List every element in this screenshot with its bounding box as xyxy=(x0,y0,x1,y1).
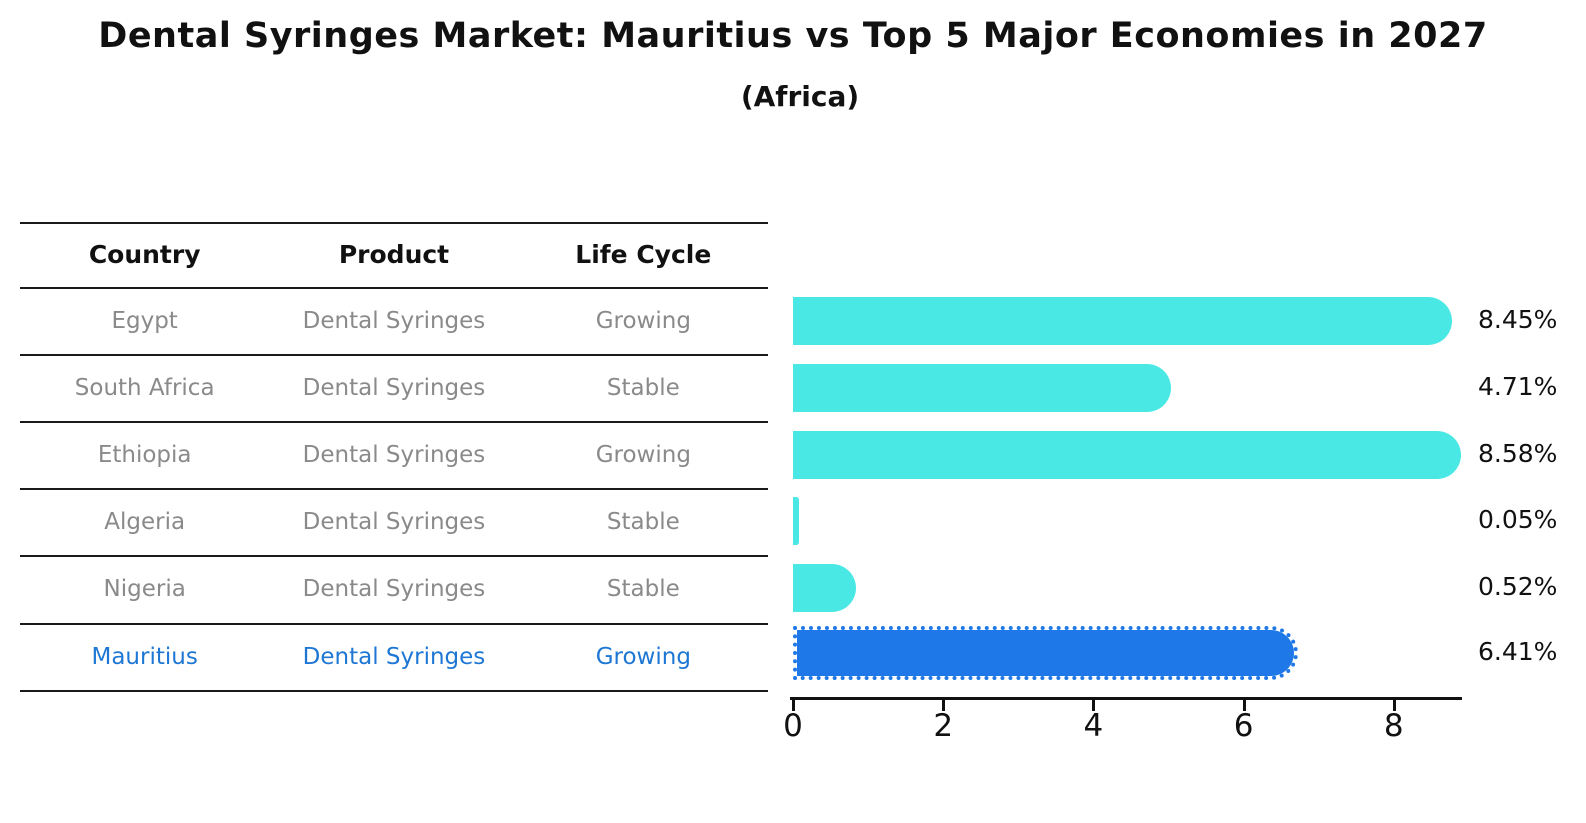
table-row-algeria: Algeria Dental Syringes Stable xyxy=(20,488,768,555)
chart-title: Dental Syringes Market: Mauritius vs Top… xyxy=(98,16,1488,56)
bar-nigeria xyxy=(793,564,856,612)
bar-egypt xyxy=(793,297,1452,345)
product-cell: Dental Syringes xyxy=(302,374,486,401)
life-cycle-cell: Growing xyxy=(595,307,691,334)
bar-south-africa xyxy=(793,364,1171,412)
x-axis-tick-label: 4 xyxy=(1083,708,1104,744)
x-axis-tick xyxy=(1092,700,1096,711)
table-row-mauritius: Mauritius Dental Syringes Growing xyxy=(20,623,768,690)
product-cell: Dental Syringes xyxy=(302,307,486,334)
table-rule xyxy=(20,354,768,356)
column-header-country: Country xyxy=(88,240,201,269)
product-cell: Dental Syringes xyxy=(302,441,486,468)
country-cell: Mauritius xyxy=(91,643,198,670)
country-cell: Algeria xyxy=(104,508,186,535)
table-rule xyxy=(20,287,768,289)
table-rule xyxy=(20,222,768,224)
product-cell: Dental Syringes xyxy=(302,643,486,670)
x-axis-tick xyxy=(942,700,946,711)
value-label-algeria: 0.05% xyxy=(1478,505,1558,534)
column-header-life-cycle: Life Cycle xyxy=(575,240,712,269)
table-row-south-africa: South Africa Dental Syringes Stable xyxy=(20,354,768,421)
value-label-egypt: 8.45% xyxy=(1478,305,1558,334)
country-cell: Nigeria xyxy=(103,576,186,602)
column-header-product: Product xyxy=(338,240,450,269)
x-axis-tick-label: 6 xyxy=(1233,708,1254,744)
table-rule xyxy=(20,555,768,557)
value-label-south-africa: 4.71% xyxy=(1478,372,1558,401)
life-cycle-cell: Stable xyxy=(606,576,680,602)
chart-subtitle: (Africa) xyxy=(740,80,860,113)
x-axis-tick xyxy=(1242,700,1246,711)
bar-ethiopia xyxy=(793,431,1461,479)
life-cycle-cell: Growing xyxy=(595,441,691,468)
product-cell: Dental Syringes xyxy=(302,508,486,535)
country-cell: South Africa xyxy=(74,374,215,401)
bar-mauritius xyxy=(793,626,1298,680)
table-row-ethiopia: Ethiopia Dental Syringes Growing xyxy=(20,421,768,488)
life-cycle-cell: Stable xyxy=(606,374,680,401)
table-row-nigeria: Nigeria Dental Syringes Stable xyxy=(20,555,768,623)
table-rule xyxy=(20,421,768,423)
x-axis-tick-label: 0 xyxy=(783,708,803,744)
table-rule xyxy=(20,488,768,490)
x-axis-tick-label: 8 xyxy=(1383,708,1404,744)
product-cell: Dental Syringes xyxy=(302,576,486,602)
table-header-row: Country Product Life Cycle xyxy=(20,222,768,287)
value-label-ethiopia: 8.58% xyxy=(1478,439,1558,468)
country-cell: Ethiopia xyxy=(97,441,192,468)
value-label-mauritius: 6.41% xyxy=(1478,637,1558,666)
table-rule xyxy=(20,690,768,692)
x-axis-line xyxy=(790,697,1462,700)
x-axis-tick xyxy=(1392,700,1396,711)
table-row-egypt: Egypt Dental Syringes Growing xyxy=(20,287,768,354)
x-axis-tick-label: 2 xyxy=(933,708,954,744)
country-cell: Egypt xyxy=(111,307,178,334)
life-cycle-cell: Growing xyxy=(595,643,691,670)
value-label-nigeria: 0.52% xyxy=(1478,572,1558,601)
table-rule xyxy=(20,623,768,625)
x-axis-tick xyxy=(792,700,795,711)
bar-algeria xyxy=(793,497,799,545)
life-cycle-cell: Stable xyxy=(606,508,680,535)
